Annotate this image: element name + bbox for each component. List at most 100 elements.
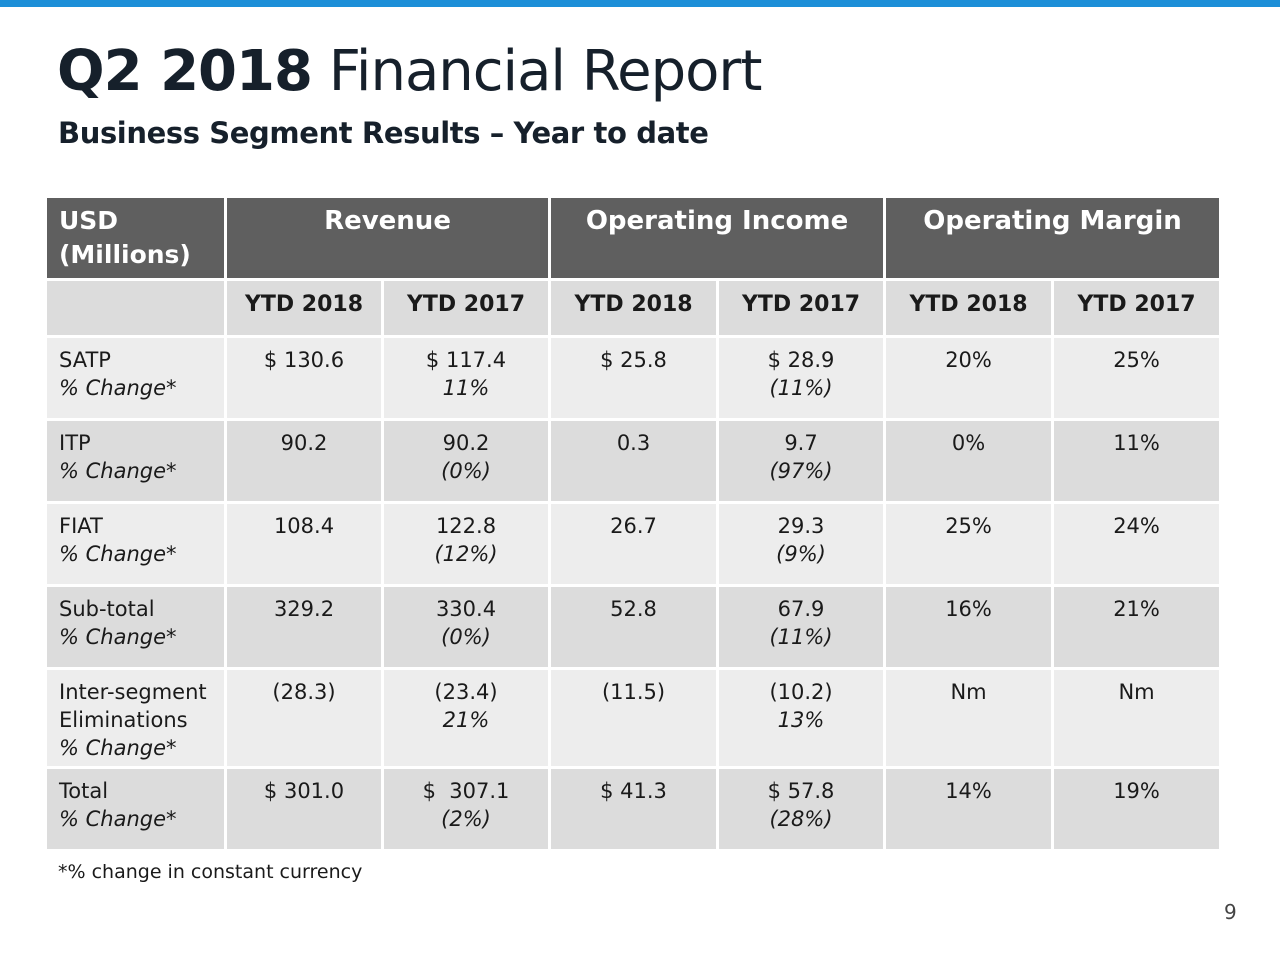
value: 25% [945,514,992,538]
margin-ytd2018-cell: 20% [883,335,1055,421]
usd-millions-header: USD (Millions) [44,195,227,281]
change-label: % Change* [59,736,177,760]
value: 330.4 [435,597,497,621]
millions-label: (Millions) [59,240,191,269]
income-ytd2018-cell: 0.3 [548,418,720,504]
margin-ytd2018-cell: 16% [883,584,1055,670]
value: 0% [951,431,986,455]
subheader-revenue-ytd2017: YTD 2017 [380,278,552,338]
row-label-cell: Sub-total % Change* [44,584,227,670]
segment-results-table: USD (Millions) Revenue Operating Income … [44,195,1223,852]
top-accent-bar [0,0,1280,7]
row-label-cell: ITP % Change* [44,418,227,504]
margin-ytd2017-cell: 25% [1051,335,1223,421]
margin-ytd2018-cell: 25% [883,501,1055,587]
table-row: Sub-total % Change* 329.2 330.4 (0%) 52.8… [44,584,1223,670]
row-label: SATP [59,348,111,372]
revenue-ytd2018-cell: $ 130.6 [224,335,384,421]
row-label-cell: Total % Change* [44,766,227,852]
subheader-income-ytd2018: YTD 2018 [548,278,720,338]
percent-change: (12%) [434,542,498,566]
table-header-row: USD (Millions) Revenue Operating Income … [44,195,1223,281]
value: $ 57.8 [767,779,835,803]
percent-change: 11% [442,376,490,400]
revenue-ytd2017-cell: $ 117.4 11% [380,335,552,421]
income-ytd2017-cell: 67.9 (11%) [716,584,887,670]
value: $ 117.4 [425,348,507,372]
row-label: Total [59,779,109,803]
operating-margin-header: Operating Margin [883,195,1223,281]
row-label-cell: FIAT % Change* [44,501,227,587]
value: Nm [1118,680,1155,704]
income-ytd2018-cell: (11.5) [548,667,720,769]
percent-change: 13% [777,708,825,732]
value: $ 41.3 [600,779,667,803]
revenue-ytd2018-cell: 329.2 [224,584,384,670]
value: 67.9 [777,597,825,621]
value: 52.8 [610,597,657,621]
page-subtitle: Business Segment Results – Year to date [58,116,709,150]
percent-change: (28%) [769,807,833,831]
subheader-income-ytd2017: YTD 2017 [716,278,887,338]
revenue-header: Revenue [223,195,552,281]
margin-ytd2017-cell: Nm [1051,667,1223,769]
title-bold: Q2 2018 [57,39,313,104]
value: 0.3 [616,431,651,455]
row-label-cell: SATP % Change* [44,335,227,421]
value: Nm [950,680,987,704]
change-label: % Change* [59,376,177,400]
margin-ytd2018-cell: 0% [883,418,1055,504]
percent-change: (11%) [769,376,833,400]
percent-change: (97%) [769,459,833,483]
value: 90.2 [280,431,328,455]
page-title: Q2 2018 Financial Report [57,36,763,108]
title-light: Financial Report [328,39,763,104]
revenue-ytd2018-cell: 108.4 [224,501,384,587]
value: (23.4) [434,680,498,704]
table-row: ITP % Change* 90.2 90.2 (0%) 0.3 9.7 (97%)… [44,418,1223,504]
value: 14% [945,779,992,803]
table-subheader-row: YTD 2018 YTD 2017 YTD 2018 YTD 2017 YTD … [44,278,1223,338]
income-ytd2017-cell: $ 28.9 (11%) [716,335,887,421]
income-ytd2017-cell: (10.2) 13% [716,667,887,769]
value: $ 301.0 [263,779,345,803]
income-ytd2017-cell: $ 57.8 (28%) [716,766,887,852]
margin-ytd2017-cell: 19% [1051,766,1223,852]
percent-change: (2%) [441,807,491,831]
revenue-ytd2017-cell: $ 307.1 (2%) [380,766,552,852]
value: 108.4 [273,514,335,538]
value: 29.3 [777,514,825,538]
revenue-ytd2017-cell: 122.8 (12%) [380,501,552,587]
value: $ 307.1 [422,779,510,803]
footnote: *% change in constant currency [58,861,363,883]
change-label: % Change* [59,459,177,483]
margin-ytd2017-cell: 24% [1051,501,1223,587]
margin-ytd2018-cell: 14% [883,766,1055,852]
usd-label: USD [59,206,119,235]
value: (10.2) [769,680,833,704]
subheader-revenue-ytd2018: YTD 2018 [224,278,384,338]
margin-ytd2017-cell: 11% [1051,418,1223,504]
row-label: Inter-segment [59,680,207,704]
table-row: Inter-segment Eliminations % Change* (28… [44,667,1223,769]
row-label: Sub-total [59,597,155,621]
value: 21% [1113,597,1160,621]
row-label: FIAT [59,514,103,538]
table-row: Total % Change* $ 301.0 $ 307.1 (2%) $ 41… [44,766,1223,852]
value: (28.3) [272,680,336,704]
value: 19% [1113,779,1160,803]
value: 16% [945,597,992,621]
revenue-ytd2017-cell: 90.2 (0%) [380,418,552,504]
row-label: ITP [59,431,91,455]
revenue-ytd2018-cell: 90.2 [224,418,384,504]
percent-change: (0%) [441,625,491,649]
change-label: % Change* [59,807,177,831]
value: 24% [1113,514,1160,538]
value: 25% [1113,348,1160,372]
value: 9.7 [784,431,818,455]
value: $ 28.9 [767,348,835,372]
change-label: % Change* [59,625,177,649]
revenue-ytd2017-cell: 330.4 (0%) [380,584,552,670]
row-label-continued: Eliminations [59,708,188,732]
value: 11% [1113,431,1160,455]
